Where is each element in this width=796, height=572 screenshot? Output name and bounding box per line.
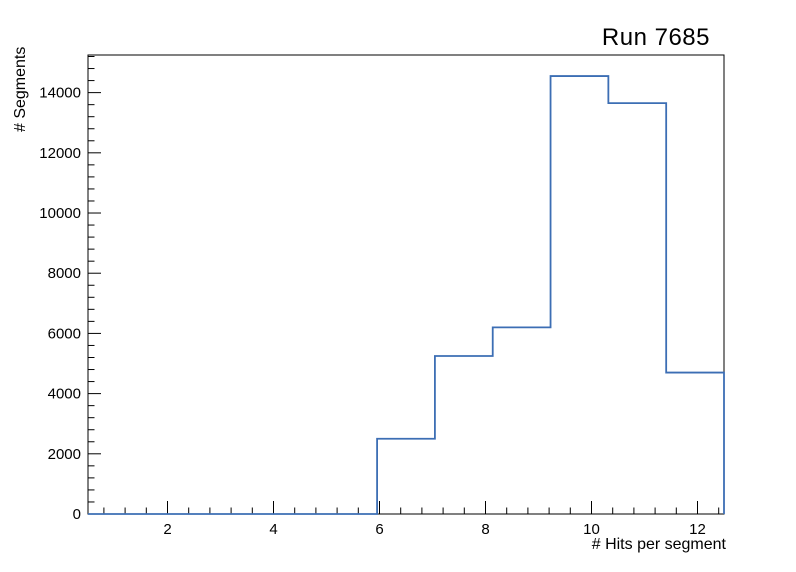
svg-text:4: 4 [269,521,277,538]
svg-text:2000: 2000 [48,446,81,463]
svg-text:0: 0 [73,506,81,523]
svg-text:2: 2 [163,521,171,538]
x-axis-label: # Hits per segment [591,536,726,553]
svg-text:12: 12 [689,521,706,538]
chart-title: Run 7685 [601,24,710,51]
svg-text:10: 10 [583,521,600,538]
svg-text:6: 6 [375,521,383,538]
svg-text:4000: 4000 [48,386,81,403]
svg-text:12000: 12000 [39,145,81,162]
svg-text:8000: 8000 [48,265,81,282]
svg-text:10000: 10000 [39,205,81,222]
svg-text:8: 8 [481,521,489,538]
svg-text:14000: 14000 [39,85,81,102]
svg-text:6000: 6000 [48,325,81,342]
